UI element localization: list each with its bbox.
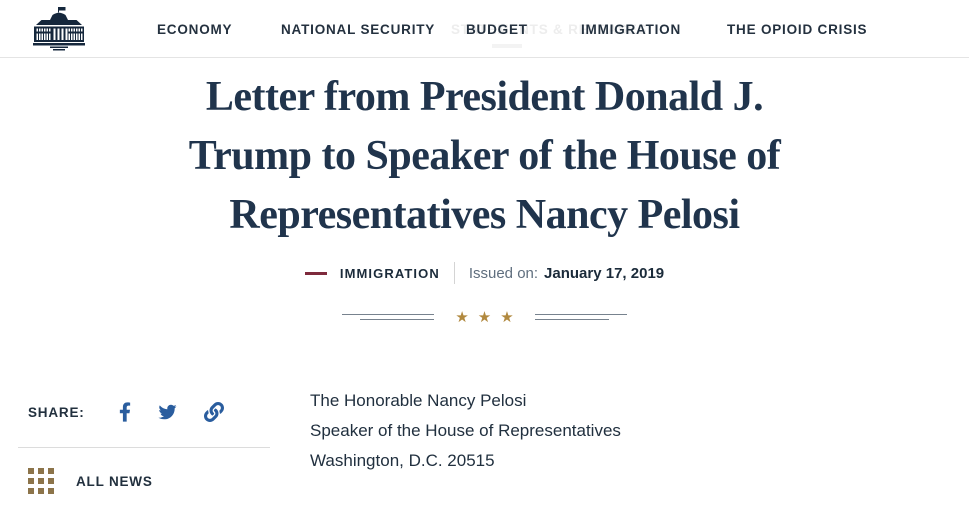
site-header: STATEMENTS & RELEASES ECONOMY NATIONAL S… <box>0 0 969 58</box>
category-dash <box>304 271 327 275</box>
nav-item-economy[interactable]: ECONOMY <box>157 22 233 37</box>
all-news-link[interactable]: ALL NEWS <box>28 467 153 495</box>
facebook-icon[interactable] <box>119 402 131 422</box>
divider-lines-right <box>534 314 627 320</box>
address-line-2: Speaker of the House of Representatives <box>310 421 621 440</box>
all-news-label: ALL NEWS <box>76 473 153 489</box>
issued-date: January 17, 2019 <box>544 264 665 282</box>
meta-separator <box>453 262 455 284</box>
share-label: SHARE: <box>28 404 85 420</box>
twitter-icon[interactable] <box>157 403 178 421</box>
divider-stars: ★★★ <box>455 309 523 326</box>
white-house-logo[interactable] <box>28 6 90 53</box>
address-line-1: The Honorable Nancy Pelosi <box>310 391 527 410</box>
nav-item-opioid-crisis[interactable]: THE OPIOID CRISIS <box>727 22 868 37</box>
nav-ghost-underline <box>492 44 522 48</box>
nav-item-national-security[interactable]: NATIONAL SECURITY <box>281 22 436 37</box>
white-house-icon <box>33 7 85 51</box>
title-line-2: Trump to Speaker of the House of <box>188 133 781 179</box>
title-line-3: Representatives Nancy Pelosi <box>229 192 740 238</box>
grid-icon <box>28 468 54 494</box>
title-line-1: Letter from President Donald J. <box>205 74 764 120</box>
page-title: Letter from President Donald J. Trump to… <box>0 68 969 245</box>
nav-item-immigration[interactable]: IMMIGRATION <box>581 22 682 37</box>
address-line-3: Washington, D.C. 20515 <box>310 451 495 470</box>
star-divider: ★★★ <box>0 306 969 328</box>
share-bar: SHARE: <box>28 400 224 424</box>
category-link[interactable]: IMMIGRATION <box>339 265 440 281</box>
letter-address: The Honorable Nancy Pelosi Speaker of th… <box>310 386 621 476</box>
article-meta: IMMIGRATION Issued on: January 17, 2019 <box>0 260 969 286</box>
sidebar-divider <box>18 447 270 448</box>
link-icon[interactable] <box>203 402 224 422</box>
nav-item-budget[interactable]: BUDGET <box>466 22 528 37</box>
issued-on-label: Issued on: <box>468 264 539 282</box>
divider-lines-left <box>342 314 435 320</box>
